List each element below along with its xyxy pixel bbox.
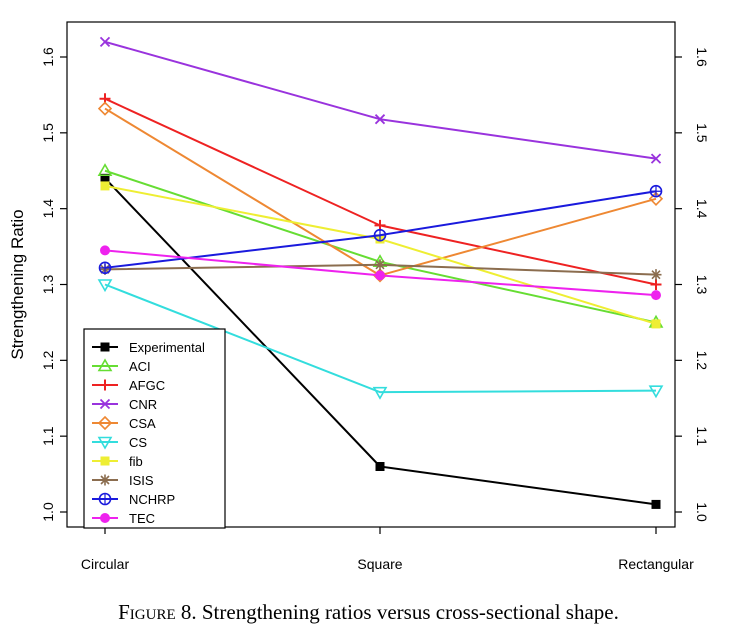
legend-item: CNR: [92, 397, 157, 412]
y-tick-label-right: 1.3: [694, 275, 710, 295]
y-tick-label-right: 1.4: [694, 199, 710, 219]
series-aci: [97, 163, 664, 328]
data-point: [375, 270, 385, 281]
data-point: [650, 153, 662, 164]
y-tick-label-right: 1.1: [694, 426, 710, 446]
data-point: [100, 181, 110, 191]
legend: Experimental ACI AFGC CNR CSA CS fib ISIS NCHRP T…: [83, 328, 226, 529]
legend-marker: [97, 436, 113, 450]
series-line: [104, 107, 657, 277]
data-point-cross: [650, 185, 662, 197]
series-afgc: [99, 93, 662, 290]
series-csa: [97, 101, 664, 283]
data-point-cross: [99, 262, 111, 274]
legend-item: ACI: [92, 358, 151, 374]
legend-item: CS: [92, 435, 147, 450]
legend-item: AFGC: [92, 378, 165, 393]
legend-marker: [99, 474, 111, 486]
plot-area: 1.0 1.0 1.1 1.1 1.2 1.2 1.3 1.3 1.4 1.4 1.5 1.5 1.6 1…: [8, 21, 710, 572]
legend-item: TEC: [92, 511, 155, 526]
legend-item: fib: [92, 454, 143, 469]
data-point: [374, 259, 386, 271]
legend-marker: [100, 513, 110, 523]
y-tick-label-right: 1.5: [694, 123, 710, 143]
data-point: [97, 279, 113, 293]
data-point: [99, 36, 111, 47]
y-tick-label-left: 1.4: [40, 199, 56, 219]
data-point: [97, 101, 113, 116]
legend-label: AFGC: [129, 378, 165, 393]
legend-label: CS: [129, 435, 147, 450]
series-nchrp: [98, 184, 663, 275]
legend-marker: [97, 358, 113, 372]
series-line: [104, 40, 657, 160]
y-tick-label-left: 1.3: [40, 275, 56, 295]
legend-marker: [99, 398, 111, 410]
y-tick-label-right: 1.2: [694, 351, 710, 371]
legend-marker-cross: [99, 493, 111, 505]
legend-label: NCHRP: [129, 492, 175, 507]
figure-caption: Figure 8. Strengthening ratios versus cr…: [0, 600, 737, 625]
series-experimental: [100, 173, 661, 509]
data-point: [97, 163, 113, 177]
data-point: [374, 114, 386, 125]
data-point: [651, 499, 661, 509]
series-cnr: [99, 36, 662, 164]
legend-marker: [99, 379, 111, 391]
y-tick-label-left: 1.6: [40, 47, 56, 67]
legend-item: CSA: [92, 415, 156, 431]
caption-text: Strengthening ratios versus cross-sectio…: [201, 600, 619, 624]
data-point: [100, 245, 110, 256]
legend-label: fib: [129, 454, 143, 469]
chart: 1.0 1.0 1.1 1.1 1.2 1.2 1.3 1.3 1.4 1.4 1.5 1.5 1.6 1…: [8, 21, 710, 572]
series-cs: [97, 279, 664, 400]
data-point: [651, 319, 661, 329]
caption-label: Figure 8.: [118, 600, 197, 624]
x-tick-label: Square: [357, 556, 402, 572]
legend-label: Experimental: [129, 340, 205, 355]
plot-frame: [66, 21, 676, 528]
data-point: [650, 269, 662, 281]
legend-label: ISIS: [129, 473, 154, 488]
data-point: [651, 290, 661, 301]
data-point: [372, 386, 388, 400]
y-tick-label-left: 1.5: [40, 123, 56, 143]
y-tick-label-left: 1.0: [40, 502, 56, 522]
x-tick-label: Rectangular: [618, 556, 694, 572]
legend-label: ACI: [129, 359, 151, 374]
series-line: [104, 283, 657, 394]
legend-label: CNR: [129, 397, 157, 412]
series-line: [104, 169, 657, 324]
data-point: [648, 191, 664, 206]
data-point: [648, 385, 664, 399]
y-tick-label-left: 1.2: [40, 350, 56, 370]
y-tick-label-left: 1.1: [40, 426, 56, 446]
legend-marker: [97, 415, 113, 431]
x-tick-label: Circular: [81, 556, 130, 572]
legend-label: CSA: [129, 416, 156, 431]
data-point-cross: [374, 229, 386, 241]
legend-label: TEC: [129, 511, 155, 526]
series-tec: [100, 245, 661, 301]
legend-item: ISIS: [92, 473, 154, 488]
legend-marker: [100, 456, 110, 466]
y-axis-title: Strengthening Ratio: [8, 209, 27, 359]
legend-marker: [100, 342, 110, 352]
legend-item: NCHRP: [92, 492, 175, 507]
data-point: [650, 279, 662, 290]
y-tick-label-right: 1.0: [694, 502, 710, 522]
y-tick-label-right: 1.6: [694, 47, 710, 67]
data-point: [375, 462, 385, 471]
legend-item: Experimental: [92, 340, 205, 355]
